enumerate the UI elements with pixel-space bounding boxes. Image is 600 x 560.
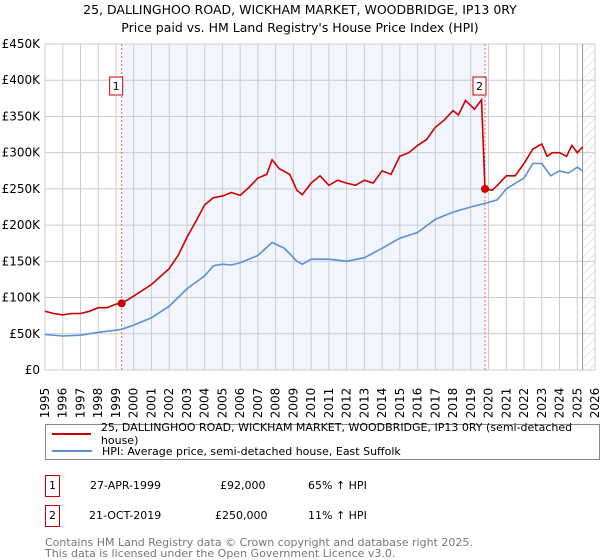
x-tick-label: 1998 xyxy=(91,388,105,419)
sale-hpi-diff: 65% ↑ HPI xyxy=(308,479,367,492)
y-tick-label: £300K xyxy=(2,146,42,160)
x-tick-label: 2009 xyxy=(286,388,300,419)
legend-item-hpi: HPI: Average price, semi-detached house,… xyxy=(46,442,401,460)
footer-licence: This data is licensed under the Open Gov… xyxy=(45,547,396,560)
property-price-line xyxy=(44,97,584,316)
legend-swatch-blue xyxy=(52,450,92,452)
x-tick-label: 2007 xyxy=(251,388,265,419)
x-tick-label: 1996 xyxy=(56,388,70,419)
x-tick-label: 2006 xyxy=(233,388,247,419)
x-tick-label: 2024 xyxy=(553,388,567,419)
x-tick-label: 1995 xyxy=(38,388,52,419)
x-tick-label: 2016 xyxy=(411,388,425,419)
legend: 25, DALLINGHOO ROAD, WICKHAM MARKET, WOO… xyxy=(45,421,600,460)
x-tick-label: 2023 xyxy=(535,388,549,419)
x-tick-label: 2026 xyxy=(588,388,600,419)
x-tick-label: 2015 xyxy=(393,388,407,419)
y-tick-label: £400K xyxy=(2,73,42,87)
hpi-line xyxy=(44,162,584,337)
legend-item-property: 25, DALLINGHOO ROAD, WICKHAM MARKET, WOO… xyxy=(46,421,599,447)
x-tick-label: 2013 xyxy=(357,388,371,419)
sale-badge: 1 xyxy=(45,475,60,497)
sale-badge-label: 2 xyxy=(476,80,483,93)
y-tick-label: £200K xyxy=(2,218,42,232)
y-tick-label: £350K xyxy=(2,109,42,123)
ownership-period-shading xyxy=(121,44,485,370)
x-tick-label: 1997 xyxy=(73,388,87,419)
x-tick-label: 2005 xyxy=(215,388,229,419)
y-tick-label: £150K xyxy=(2,254,42,268)
sale-badge: 2 xyxy=(45,505,60,527)
x-tick-label: 2002 xyxy=(162,388,176,419)
x-tick-label: 2003 xyxy=(180,388,194,419)
x-tick-label: 2019 xyxy=(464,388,478,419)
sale-price: £250,000 xyxy=(215,509,268,522)
chart-title: 25, DALLINGHOO ROAD, WICKHAM MARKET, WOO… xyxy=(83,2,517,17)
sale-badge-box xyxy=(472,76,487,96)
x-tick-label: 2014 xyxy=(375,388,389,419)
x-tick-label: 2010 xyxy=(304,388,318,419)
y-tick-label: £250K xyxy=(2,182,42,196)
legend-label-hpi: HPI: Average price, semi-detached house,… xyxy=(102,444,401,458)
x-tick-label: 1999 xyxy=(109,388,123,419)
x-tick-label: 2017 xyxy=(428,388,442,419)
sale-hpi-diff: 11% ↑ HPI xyxy=(308,509,367,522)
x-tick-label: 2018 xyxy=(446,388,460,419)
x-tick-label: 2012 xyxy=(340,388,354,419)
x-tick-label: 2011 xyxy=(322,388,336,419)
future-hatch-region xyxy=(582,44,595,370)
sale-point xyxy=(481,184,489,193)
x-tick-label: 2008 xyxy=(269,388,283,419)
sale-date: 27-APR-1999 xyxy=(90,479,162,492)
legend-swatch-red xyxy=(52,433,91,435)
sale-price: £92,000 xyxy=(220,479,266,492)
x-tick-label: 2025 xyxy=(570,388,584,419)
footer-copyright: Contains HM Land Registry data © Crown c… xyxy=(45,536,473,549)
y-tick-label: £100K xyxy=(2,291,42,305)
sale-point xyxy=(117,299,126,308)
x-tick-label: 2020 xyxy=(482,388,496,419)
sale-date: 21-OCT-2019 xyxy=(89,509,162,522)
x-tick-label: 2021 xyxy=(499,388,513,419)
chart-subtitle: Price paid vs. HM Land Registry's House … xyxy=(121,20,479,35)
x-tick-label: 2001 xyxy=(144,388,158,419)
x-tick-label: 2022 xyxy=(517,388,531,419)
sale-badge-box xyxy=(109,76,124,96)
y-tick-label: £450K xyxy=(2,37,42,51)
x-tick-label: 2004 xyxy=(198,388,212,419)
sale-badge-label: 1 xyxy=(113,80,120,93)
legend-label-property: 25, DALLINGHOO ROAD, WICKHAM MARKET, WOO… xyxy=(100,421,573,447)
y-tick-label: £50K xyxy=(9,327,41,341)
x-tick-label: 2000 xyxy=(127,388,141,419)
y-tick-label: £0 xyxy=(25,363,40,377)
